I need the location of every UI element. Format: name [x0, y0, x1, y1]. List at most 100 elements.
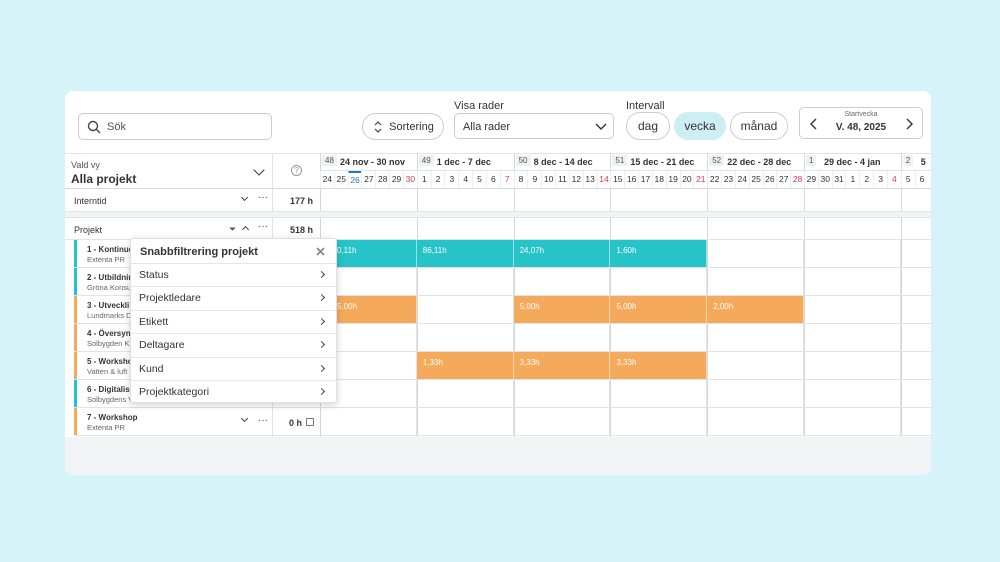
booking-bar	[707, 296, 804, 324]
day-label: 25	[333, 171, 348, 188]
project-color-bar	[74, 352, 77, 380]
view-value: Alla projekt	[71, 172, 137, 186]
filter-option[interactable]: Status	[139, 269, 169, 281]
day-label: 28	[375, 171, 389, 188]
day-label: 26	[347, 171, 362, 188]
booking-label: 24,07h	[519, 246, 545, 255]
empty-cell	[900, 296, 931, 324]
projects-hours: 518 h	[289, 225, 313, 235]
edit-icon[interactable]	[306, 418, 314, 426]
project-chevron[interactable]	[240, 414, 249, 423]
quick-filter-popup: Snabbfiltrering projekt Status Projektled…	[130, 238, 337, 403]
day-label: 9	[527, 171, 541, 188]
projects-chevron[interactable]	[241, 225, 250, 234]
next-week[interactable]	[905, 118, 913, 130]
day-label: 10	[541, 171, 555, 188]
week-number: 50	[515, 155, 531, 166]
start-week-value: V. 48, 2025	[835, 122, 887, 133]
project-color-bar	[74, 240, 77, 268]
rows-select[interactable]: Alla rader	[454, 113, 614, 139]
project-client: Vatten & luft	[87, 367, 128, 376]
option-chevron	[317, 270, 326, 279]
interval-label: Intervall	[626, 100, 665, 112]
prev-week[interactable]	[810, 118, 818, 130]
popup-divider	[131, 286, 336, 288]
day-label: 2	[859, 171, 873, 188]
project-name: 7 - Workshop	[87, 413, 138, 422]
booking-bar	[610, 240, 708, 268]
grid-top-border	[65, 153, 931, 154]
empty-cell	[513, 408, 611, 436]
empty-cell	[610, 380, 708, 408]
filter-option[interactable]: Projektkategori	[139, 386, 210, 398]
day-label: 7	[499, 171, 514, 188]
project-menu[interactable]: ···	[258, 415, 268, 426]
internal-menu[interactable]: ···	[258, 192, 268, 203]
filter-option[interactable]: Etikett	[139, 315, 169, 328]
day-label: 5	[472, 171, 486, 188]
sort-label: Sortering	[389, 120, 434, 133]
empty-cell	[804, 352, 901, 380]
empty-cell	[416, 380, 514, 408]
project-client: Solbygdens V	[87, 395, 134, 404]
filter-option[interactable]: Kund	[139, 362, 164, 375]
booking-label: 1,33h	[422, 358, 443, 367]
filter-icon[interactable]: ⏷	[229, 224, 237, 234]
interval-0[interactable]: dag	[626, 112, 670, 140]
week-number: 2	[902, 155, 914, 166]
day-label: 12	[568, 171, 583, 188]
popup-title: Snabbfiltrering projekt	[140, 246, 258, 258]
projects-menu[interactable]: ···	[258, 221, 268, 232]
interval-1[interactable]: vecka	[674, 112, 726, 140]
empty-cell	[804, 240, 901, 268]
start-week-label: Startvecka	[844, 111, 878, 118]
search-placeholder: Sök	[107, 121, 126, 133]
internal-name: Interntid	[74, 196, 107, 206]
project-name: 5 - Worksho	[87, 357, 133, 366]
day-label: 29	[389, 171, 403, 188]
booking-bar	[416, 240, 514, 268]
day-label: 15	[610, 171, 624, 188]
empty-cell	[804, 380, 901, 408]
empty-cell	[804, 324, 901, 352]
project-name: 3 - Utveckli	[87, 301, 130, 310]
empty-cell	[707, 408, 804, 436]
day-label: 2	[430, 171, 445, 188]
filter-option[interactable]: Deltagare	[139, 339, 185, 352]
project-name: 4 - Översyn	[87, 329, 131, 338]
booking-label: 5,00h	[616, 302, 637, 311]
help-icon: ?	[291, 165, 302, 176]
day-label: 18	[651, 171, 666, 188]
booking-bar	[610, 296, 708, 324]
booking-bar	[513, 352, 611, 380]
popup-close[interactable]	[316, 247, 325, 256]
popup-divider	[131, 263, 336, 264]
day-label: 4	[886, 171, 901, 188]
day-label: 13	[582, 171, 597, 188]
project-color-bar	[74, 408, 77, 436]
day-label: 3	[873, 171, 887, 188]
empty-cell	[513, 268, 611, 296]
search-box[interactable]: Sök	[78, 113, 272, 140]
empty-cell	[804, 268, 901, 296]
empty-cell	[416, 268, 514, 296]
project-color-bar	[74, 380, 77, 408]
empty-cell	[416, 324, 514, 352]
day-label: 29	[804, 171, 818, 188]
filter-option[interactable]: Projektledare	[139, 292, 201, 305]
interval-2[interactable]: månad	[730, 112, 788, 140]
empty-cell	[707, 268, 804, 296]
week-range: 29 dec - 4 jan	[824, 157, 881, 167]
internal-hours: 177 h	[289, 196, 313, 206]
empty-cell	[610, 324, 708, 352]
booking-label: 86,11h	[422, 246, 447, 255]
booking-bar	[513, 296, 611, 324]
sort-button[interactable]: Sortering	[362, 113, 444, 140]
internal-chevron[interactable]	[240, 193, 249, 202]
popup-divider	[131, 380, 336, 381]
day-label: 26	[762, 171, 777, 188]
view-chevron[interactable]	[253, 164, 265, 176]
option-chevron	[317, 317, 326, 325]
rows-value: Alla rader	[463, 121, 511, 133]
option-chevron	[317, 294, 326, 302]
